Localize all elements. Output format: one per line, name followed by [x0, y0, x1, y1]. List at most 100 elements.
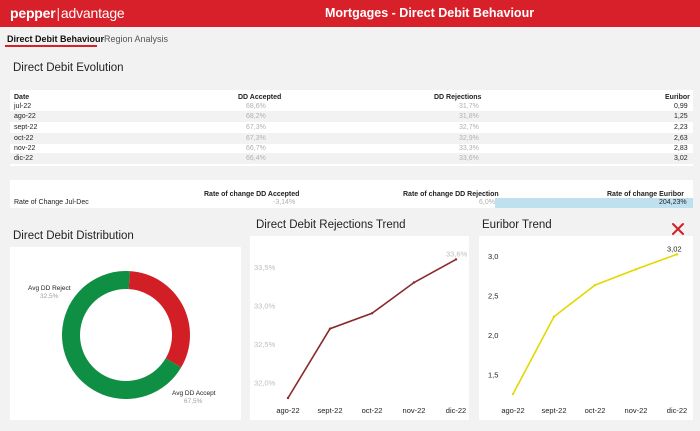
- x-tick-label: nov-22: [625, 406, 648, 415]
- row-euribor: 2,83: [674, 145, 688, 152]
- donut-chart: [61, 271, 190, 399]
- end-value-label: 3,02: [667, 244, 682, 253]
- reject-slice-label: Avg DD Reject: [28, 285, 71, 292]
- column-header-roc-accepted: Rate of change DD Accepted: [204, 191, 300, 198]
- y-tick-label: 2,5: [488, 291, 498, 300]
- y-tick-label: 2,0: [488, 331, 498, 340]
- logo-right: advantage: [60, 5, 125, 21]
- y-tick-label: 33,5%: [254, 263, 276, 272]
- accept-slice-label: Avg DD Accept: [172, 390, 216, 397]
- distribution-panel: Avg DD Reject 32,5% Avg DD Accept 67,5%: [10, 247, 241, 420]
- accept-slice-value: 67,5%: [184, 398, 203, 405]
- row-dd-rejections: 32,7%: [459, 124, 479, 131]
- row-dd-accepted: 66,7%: [246, 145, 266, 152]
- row-euribor: 2,23: [674, 124, 688, 131]
- x-tick-label: dic-22: [667, 406, 687, 415]
- row-date: oct-22: [14, 135, 34, 142]
- report-title: Mortgages - Direct Debit Behaviour: [325, 6, 535, 20]
- data-point[interactable]: [454, 258, 458, 261]
- x-tick-label: oct-22: [362, 406, 383, 415]
- row-dd-accepted: 68,2%: [246, 113, 266, 120]
- page-tabs: Direct Debit Behaviour -Region Analysis: [0, 28, 700, 50]
- end-value-label: 33,6%: [446, 249, 468, 258]
- donut-slice-reject[interactable]: [128, 271, 190, 368]
- euribor-trend-title: Euribor Trend: [482, 219, 552, 231]
- row-date: nov-22: [14, 145, 36, 152]
- row-dd-rejections: 33,6%: [459, 155, 479, 162]
- column-header-date: Date: [14, 94, 30, 101]
- x-tick-label: sept-22: [317, 406, 342, 415]
- data-point[interactable]: [593, 283, 597, 287]
- y-tick-label: 32,5%: [254, 340, 276, 349]
- y-tick-label: 33,0%: [254, 302, 276, 311]
- y-tick-label: 32,0%: [254, 379, 276, 388]
- row-label: Rate of Change Jul-Dec: [14, 199, 89, 206]
- column-header-roc-rejection: Rate of change DD Rejection: [403, 191, 499, 198]
- table-row: sept-22 67,3% 32,7% 2,23: [10, 122, 693, 133]
- row-dd-accepted: 67,3%: [246, 135, 266, 142]
- x-tick-label: sept-22: [541, 406, 566, 415]
- x-tick-label: nov-22: [403, 406, 426, 415]
- euribor-highlight: [495, 198, 693, 208]
- data-point[interactable]: [412, 281, 416, 284]
- table-row: nov-22 66,7% 33,3% 2,83: [10, 143, 693, 154]
- x-tick-label: dic-22: [446, 406, 466, 415]
- column-header-roc-euribor: Rate of change Euribor: [607, 191, 685, 198]
- rejections-line-chart: 33,5% 33,0% 32,5% 32,0% ago-22 sept-22 oct-22 n…: [254, 249, 468, 415]
- distribution-title: Direct Debit Distribution: [13, 230, 134, 242]
- tab-region-analysis[interactable]: -Region Analysis: [101, 34, 169, 44]
- row-date: sept-22: [14, 124, 38, 131]
- row-euribor: 1,25: [674, 113, 688, 120]
- donut-slices: [61, 271, 190, 399]
- table-row: ago-22 68,2% 31,8% 1,25: [10, 111, 693, 122]
- row-date: dic-22: [14, 155, 34, 162]
- data-point[interactable]: [511, 392, 515, 396]
- close-icon[interactable]: [671, 222, 685, 236]
- column-header-euribor: Euribor: [665, 94, 690, 101]
- evolution-title: Direct Debit Evolution: [13, 62, 124, 74]
- row-dd-rejections: 31,7%: [459, 103, 479, 110]
- row-date: jul-22: [14, 103, 32, 110]
- row-dd-accepted: 67,3%: [246, 124, 266, 131]
- pepper-advantage-logo: pepper|advantage: [10, 5, 125, 21]
- x-tick-label: oct-22: [585, 406, 606, 415]
- euribor-trend-panel: 3,0 2,5 2,0 1,5 ago-22 sept-22 oct-22 nov-22 dic…: [479, 236, 693, 420]
- rejections-trend-title: Direct Debit Rejections Trend: [256, 219, 406, 231]
- x-tick-label: ago-22: [276, 406, 299, 415]
- table-row: Rate of Change Jul-Dec -3,14% 6,0% 204,2…: [10, 198, 693, 208]
- rejections-trend-panel: 33,5% 33,0% 32,5% 32,0% ago-22 sept-22 oct-22 n…: [250, 236, 469, 420]
- table-row: jul-22 68,6% 31,7% 0,99: [10, 101, 693, 112]
- table-row: dic-22 66,4% 33,6% 3,02: [10, 153, 693, 164]
- roc-euribor-value: 204,23%: [659, 199, 687, 206]
- reject-slice-value: 32,5%: [40, 293, 59, 300]
- data-point[interactable]: [328, 327, 332, 330]
- data-point[interactable]: [552, 315, 556, 318]
- series-line: [512, 253, 678, 395]
- column-header-dd-accepted: DD Accepted: [238, 94, 282, 101]
- logo-separator: |: [56, 5, 60, 21]
- tab-direct-debit-behaviour[interactable]: Direct Debit Behaviour: [7, 34, 105, 44]
- top-bar: pepper|advantage Mortgages - Direct Debi…: [0, 0, 700, 27]
- roc-rejection-value: 6,0%: [479, 199, 495, 206]
- donut-slice-accept[interactable]: [61, 271, 182, 399]
- data-point[interactable]: [286, 396, 290, 400]
- data-point[interactable]: [370, 312, 374, 315]
- row-euribor: 0,99: [674, 103, 688, 110]
- row-dd-rejections: 32,9%: [459, 135, 479, 142]
- row-euribor: 2,63: [674, 135, 688, 142]
- logo-left: pepper: [10, 5, 56, 21]
- data-point[interactable]: [634, 268, 638, 271]
- row-dd-accepted: 66,4%: [246, 155, 266, 162]
- row-euribor: 3,02: [674, 155, 688, 162]
- table-row: oct-22 67,3% 32,9% 2,63: [10, 133, 693, 144]
- active-tab-indicator: [5, 45, 97, 47]
- column-header-dd-rejections: DD Rejections: [434, 94, 482, 101]
- roc-accepted-value: -3,14%: [273, 199, 296, 206]
- x-tick-label: ago-22: [501, 406, 524, 415]
- row-dd-accepted: 68,6%: [246, 103, 266, 110]
- y-tick-label: 1,5: [488, 370, 498, 379]
- row-dd-rejections: 33,3%: [459, 145, 479, 152]
- data-point[interactable]: [675, 253, 679, 256]
- y-tick-label: 3,0: [488, 252, 498, 261]
- evolution-table: Date DD Accepted DD Rejections Euribor j…: [10, 90, 693, 166]
